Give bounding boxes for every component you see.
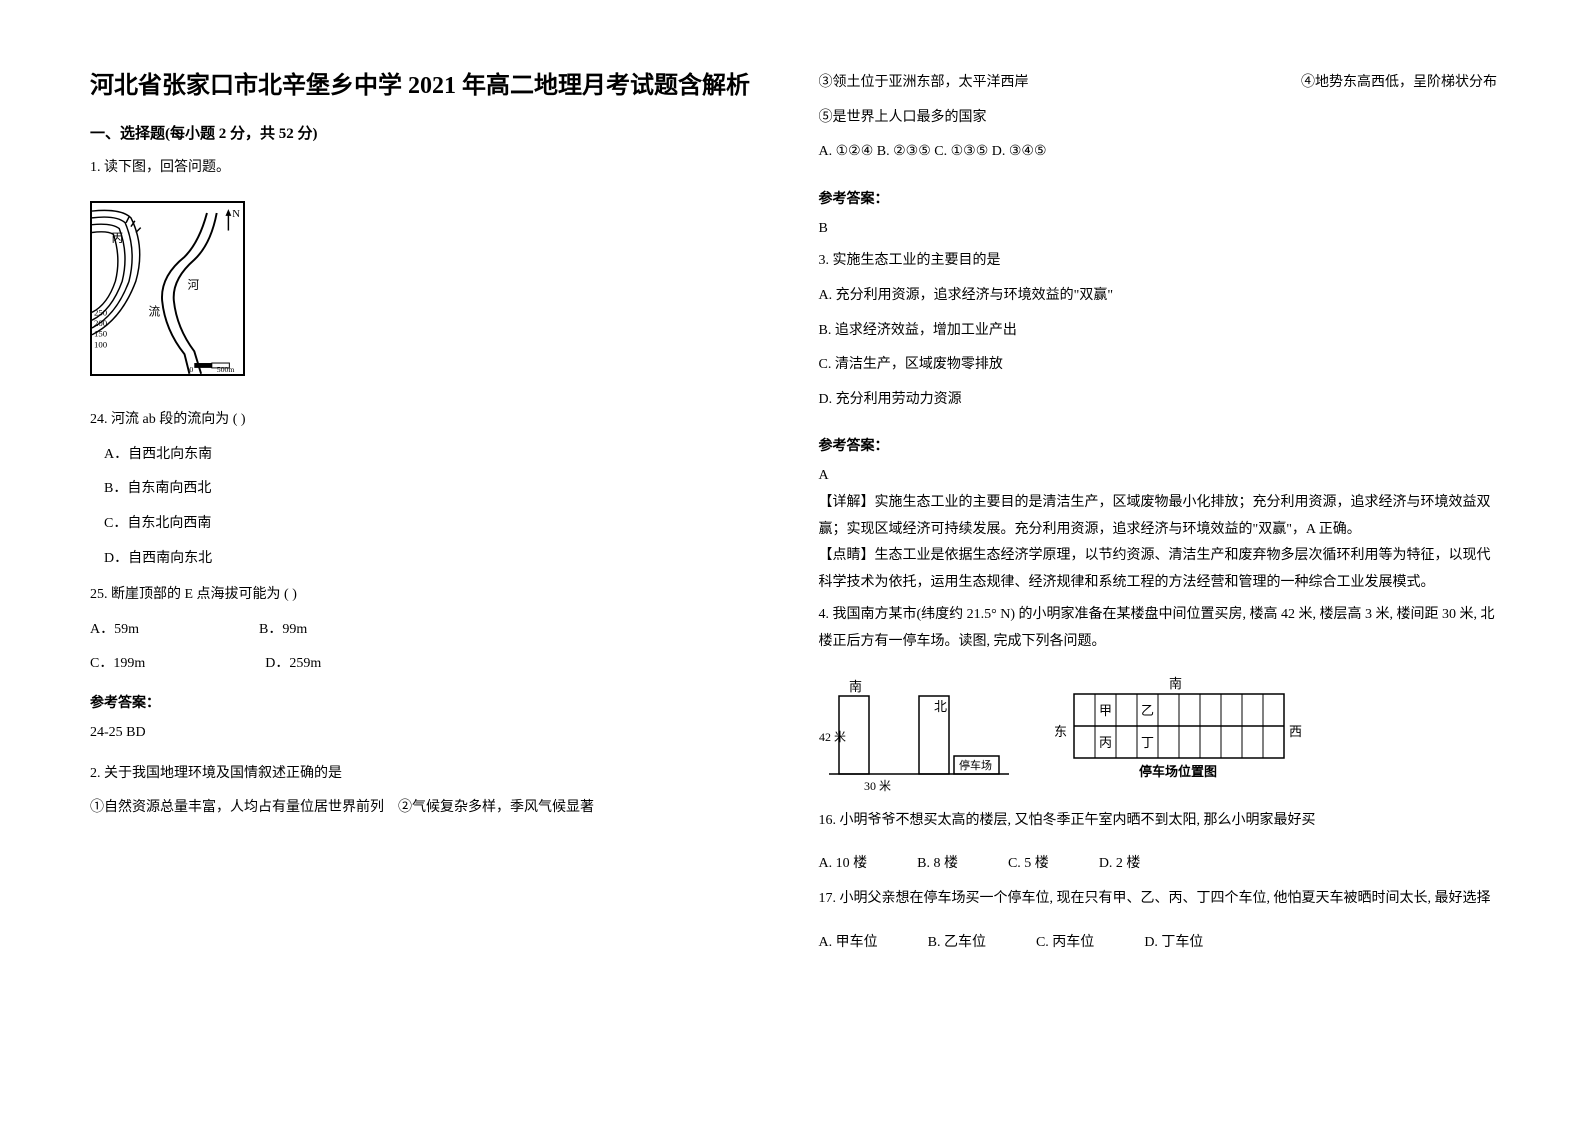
q3-answer-label: 参考答案：: [819, 435, 1498, 455]
q1-sub25-c: C．199m: [90, 651, 145, 678]
section-1-title: 一、选择题(每小题 2 分，共 52 分): [90, 122, 769, 143]
north-label: 北: [934, 699, 947, 714]
q4-sub16-opts: A. 10 楼 B. 8 楼 C. 5 楼 D. 2 楼: [819, 852, 1498, 872]
parking-label: 停车场: [959, 758, 992, 772]
q3-b: B. 追求经济效益，增加工业产出: [819, 318, 1498, 345]
cell-ding: 丁: [1141, 735, 1154, 750]
q1-sub24: 24. 河流 ab 段的流向为 ( ): [90, 407, 769, 434]
document-title: 河北省张家口市北辛堡乡中学 2021 年高二地理月考试题含解析: [90, 70, 769, 104]
q1-sub25-row2: C．199m D．259m: [90, 651, 769, 678]
q1-sub24-d: D．自西南向东北: [104, 546, 769, 573]
cell-jia: 甲: [1099, 703, 1112, 718]
q4-17-b: B. 乙车位: [928, 931, 986, 951]
q4-16-a: A. 10 楼: [819, 852, 868, 872]
south-label-2: 南: [1169, 676, 1182, 691]
q1-sub24-b: B．自东南向西北: [104, 476, 769, 503]
label-150: 150: [94, 329, 108, 339]
q1-sub25: 25. 断崖顶部的 E 点海拔可能为 ( ): [90, 582, 769, 609]
parking-layout-svg: 南 东 西 甲 乙 丙 丁 停车场位置图: [1049, 676, 1309, 796]
contour-map-svg: 丙 流 河 250 200 150 100 N 0 500m: [92, 203, 243, 374]
cell-yi: 乙: [1141, 703, 1154, 718]
building-elevation-svg: 南 北 42 米 30 米 停车场: [819, 676, 1019, 796]
label-200: 200: [94, 318, 108, 328]
q4-16-d: D. 2 楼: [1099, 852, 1141, 872]
q1-figure: 丙 流 河 250 200 150 100 N 0 500m: [90, 201, 769, 379]
q2-opt3: ③领土位于亚洲东部，太平洋西岸: [819, 70, 1029, 97]
q2-answer-label: 参考答案：: [819, 188, 1498, 208]
q4-16-c: C. 5 楼: [1008, 852, 1049, 872]
q2-choices: A. ①②④ B. ②③⑤ C. ①③⑤ D. ③④⑤: [819, 139, 1498, 166]
q2-answer: B: [819, 216, 1498, 243]
right-column: ③领土位于亚洲东部，太平洋西岸 ④地势东高西低，呈阶梯状分布 ⑤是世界上人口最多…: [819, 70, 1498, 1052]
q3-answer: A: [819, 463, 1498, 490]
q4-17-c: C. 丙车位: [1036, 931, 1094, 951]
q2-opt1: ①自然资源总量丰富，人均占有量位居世界前列: [90, 800, 384, 815]
q3-d: D. 充分利用劳动力资源: [819, 387, 1498, 414]
parking-caption: 停车场位置图: [1139, 764, 1217, 779]
contour-map-box: 丙 流 河 250 200 150 100 N 0 500m: [90, 201, 245, 376]
q1-sub25-b: B．99m: [259, 617, 307, 644]
q1-answer-label: 参考答案：: [90, 692, 769, 712]
label-100: 100: [94, 340, 108, 350]
q4-sub17: 17. 小明父亲想在停车场买一个停车位, 现在只有甲、乙、丙、丁四个车位, 他怕…: [819, 886, 1498, 913]
left-column: 河北省张家口市北辛堡乡中学 2021 年高二地理月考试题含解析 一、选择题(每小…: [90, 70, 769, 1052]
q1-sub25-d: D．259m: [265, 651, 321, 678]
q2-opt5: ⑤是世界上人口最多的国家: [819, 105, 1498, 132]
east-label: 东: [1054, 724, 1067, 739]
q4-16-b: B. 8 楼: [917, 852, 958, 872]
q1-sub24-c: C．自东北向西南: [104, 511, 769, 538]
q4-17-a: A. 甲车位: [819, 931, 878, 951]
q4-17-d: D. 丁车位: [1144, 931, 1203, 951]
q2-stem: 2. 关于我国地理环境及国情叙述正确的是: [90, 761, 769, 788]
q1-sub25-a: A．59m: [90, 617, 139, 644]
scale-0: 0: [189, 365, 193, 374]
distance-label: 30 米: [864, 779, 891, 793]
north-label: N: [232, 208, 240, 220]
q1-answer: 24-25 BD: [90, 720, 769, 747]
q3-explain2: 【点睛】生态工业是依据生态经济学原理，以节约资源、清洁生产和废弃物多层次循环利用…: [819, 543, 1498, 596]
label-liu: 流: [149, 304, 161, 318]
cell-bing: 丙: [1099, 735, 1112, 750]
q2-opt4: ④地势东高西低，呈阶梯状分布: [1301, 70, 1497, 97]
label-he: 河: [187, 279, 199, 292]
q1-sub25-row1: A．59m B．99m: [90, 617, 769, 644]
q4-sub16: 16. 小明爷爷不想买太高的楼层, 又怕冬季正午室内晒不到太阳, 那么小明家最好…: [819, 808, 1498, 835]
q4-stem: 4. 我国南方某市(纬度约 21.5° N) 的小明家准备在某楼盘中间位置买房,…: [819, 602, 1498, 655]
q3-c: C. 清洁生产，区域废物零排放: [819, 352, 1498, 379]
q3-stem: 3. 实施生态工业的主要目的是: [819, 248, 1498, 275]
height-label: 42 米: [819, 730, 846, 744]
west-label: 西: [1289, 724, 1302, 739]
q1-sub24-a: A．自西北向东南: [104, 442, 769, 469]
label-bing: 丙: [111, 232, 123, 245]
q2-opts-34: ③领土位于亚洲东部，太平洋西岸 ④地势东高西低，呈阶梯状分布: [819, 70, 1498, 105]
q4-sub17-opts: A. 甲车位 B. 乙车位 C. 丙车位 D. 丁车位: [819, 931, 1498, 951]
q3-a: A. 充分利用资源，追求经济与环境效益的"双赢": [819, 283, 1498, 310]
q1-stem: 1. 读下图，回答问题。: [90, 155, 769, 182]
q2-opts-row: ①自然资源总量丰富，人均占有量位居世界前列 ②气候复杂多样，季风气候显著: [90, 795, 769, 822]
q2-opt2: ②气候复杂多样，季风气候显著: [398, 800, 594, 815]
label-250: 250: [94, 307, 108, 317]
q3-explain1: 【详解】实施生态工业的主要目的是清洁生产，区域废物最小化排放；充分利用资源，追求…: [819, 490, 1498, 543]
scale-500: 500m: [217, 365, 235, 374]
south-label: 南: [849, 679, 862, 694]
q4-diagram: 南 北 42 米 30 米 停车场 南 东 西: [819, 676, 1498, 796]
